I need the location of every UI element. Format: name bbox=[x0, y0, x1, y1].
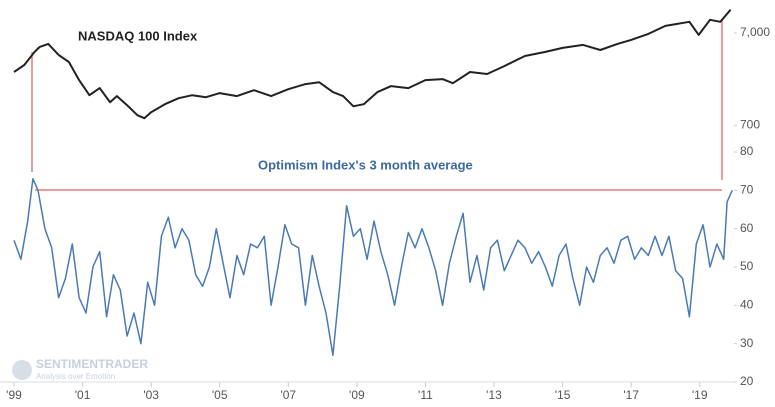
chart-title: NASDAQ 100 Index bbox=[78, 28, 198, 43]
y-tick-label: 40 bbox=[740, 298, 754, 312]
x-tick-label: '01 bbox=[75, 388, 91, 402]
y-tick-label: 60 bbox=[740, 221, 754, 235]
y-tick-label: 70 bbox=[740, 183, 754, 197]
y-tick-label: 20 bbox=[740, 374, 754, 388]
x-tick-label: '05 bbox=[212, 388, 228, 402]
x-tick-label: '13 bbox=[486, 388, 502, 402]
y-tick-label: 7,000 bbox=[740, 25, 770, 39]
watermark-name: SENTIMENTRADER bbox=[36, 357, 148, 371]
y-tick-label: 80 bbox=[740, 144, 754, 158]
chart-title: Optimism Index's 3 month average bbox=[258, 157, 473, 172]
y-tick-label: 700 bbox=[740, 117, 760, 131]
x-tick-label: '15 bbox=[555, 388, 571, 402]
data-line bbox=[13, 9, 732, 120]
x-tick-label: '03 bbox=[143, 388, 159, 402]
data-line bbox=[13, 178, 733, 356]
y-tick-label: 30 bbox=[740, 336, 754, 350]
x-tick-label: '17 bbox=[623, 388, 639, 402]
x-tick-label: '99 bbox=[6, 388, 22, 402]
x-tick-label: '11 bbox=[418, 388, 433, 402]
y-tick-label: 50 bbox=[740, 259, 754, 273]
watermark-tagline: Analysis over Emotion bbox=[36, 372, 115, 381]
x-tick-label: '19 bbox=[692, 388, 708, 402]
watermark-logo bbox=[12, 360, 32, 380]
watermark: SENTIMENTRADER Analysis over Emotion bbox=[12, 357, 148, 381]
x-tick-label: '09 bbox=[349, 388, 365, 402]
x-tick-label: '07 bbox=[280, 388, 296, 402]
